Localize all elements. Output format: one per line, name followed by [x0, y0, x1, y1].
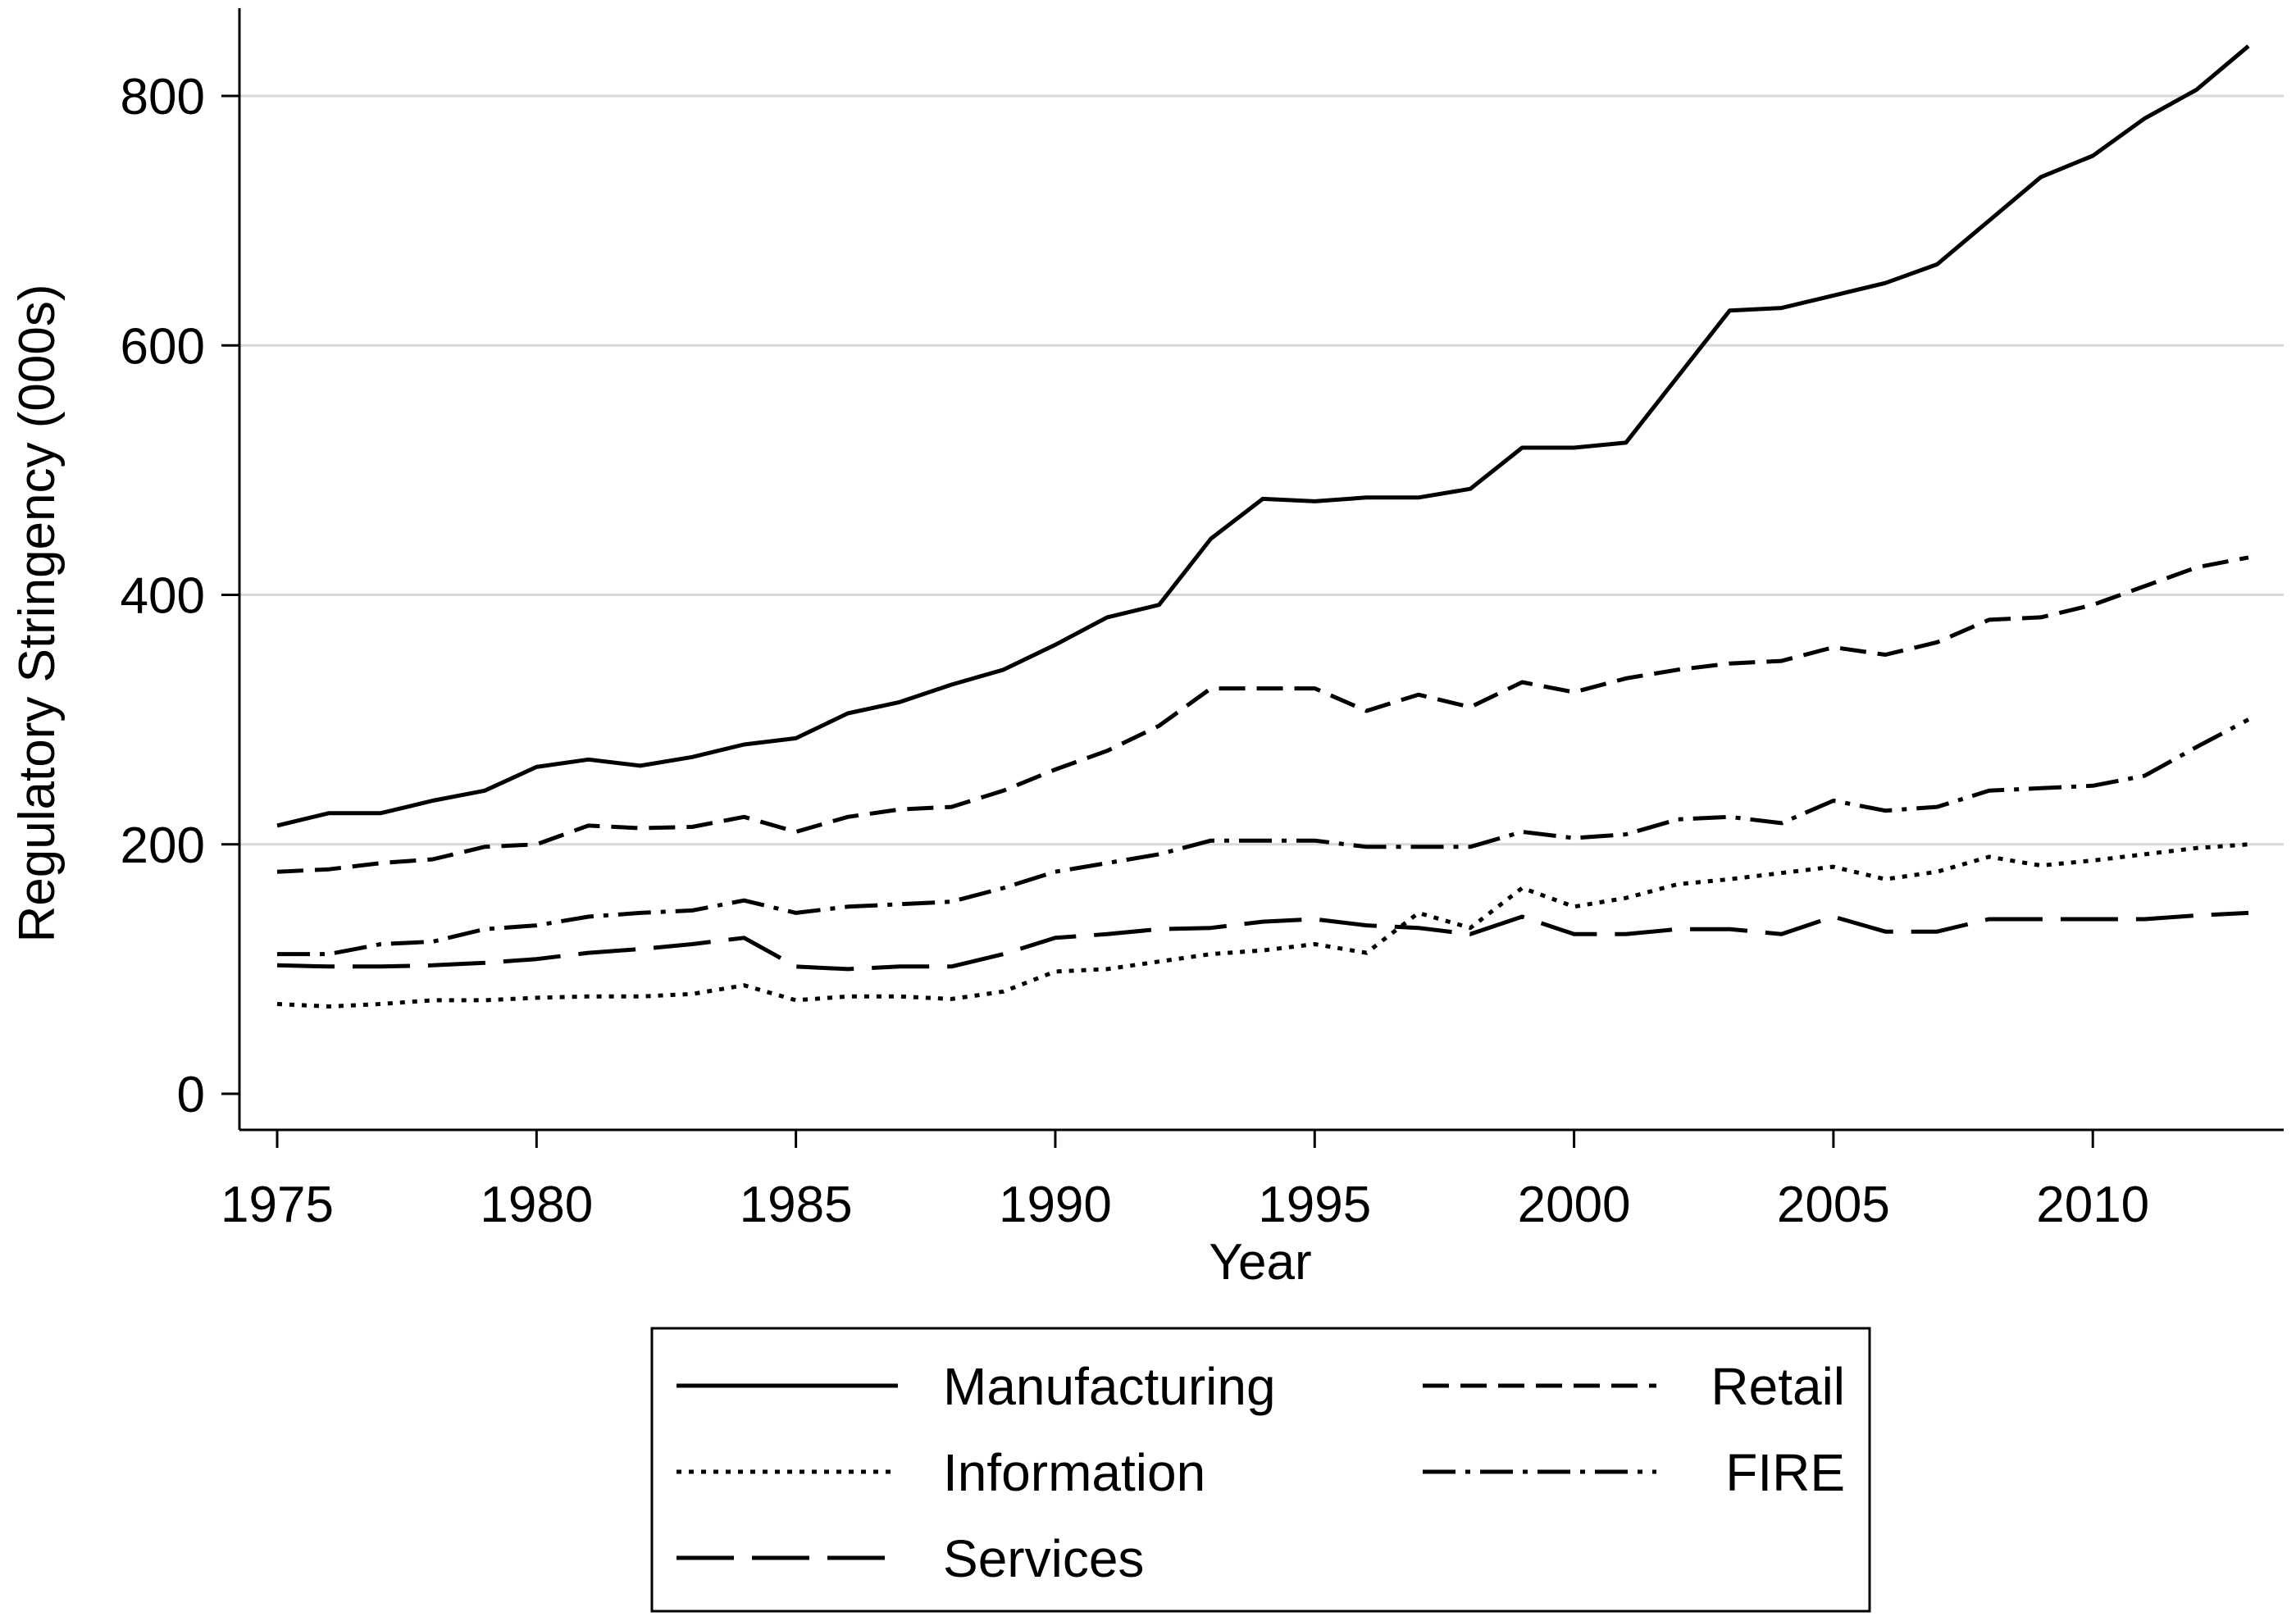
- series-line-retail: [276, 555, 2249, 874]
- legend: Manufacturing Retail Information FIRE Servic…: [650, 1327, 1871, 1613]
- y-axis-title: Regulatory Stringency (000s): [9, 285, 66, 943]
- x-tick-label: 1980: [480, 1177, 593, 1233]
- axes: [238, 8, 2284, 1132]
- x-tick-label: 2010: [2036, 1177, 2149, 1233]
- legend-label-retail: Retail: [1711, 1357, 1845, 1416]
- x-tick-label: 2005: [1777, 1177, 1890, 1233]
- y-tick-label: 400: [121, 568, 205, 625]
- legend-label-services: Services: [943, 1529, 1144, 1588]
- y-tick-label: 0: [177, 1067, 205, 1123]
- y-tick-label: 600: [121, 318, 205, 375]
- legend-box: [650, 1327, 1871, 1613]
- ticks: 0 200 400 600 800 1975 1980 1985 1990 1995 2000 200…: [121, 69, 2150, 1233]
- x-tick-label: 1995: [1258, 1177, 1371, 1233]
- x-tick-label: 1990: [999, 1177, 1112, 1233]
- series-line-information: [276, 842, 2249, 1009]
- grid-lines: [239, 94, 2284, 846]
- legend-label-information: Information: [943, 1443, 1205, 1502]
- series-lines: [276, 44, 2250, 1009]
- legend-label-manufacturing: Manufacturing: [943, 1357, 1276, 1416]
- x-tick-label: 2000: [1518, 1177, 1631, 1233]
- y-tick-label: 200: [121, 817, 205, 874]
- series-line-services: [276, 910, 2249, 972]
- x-axis-title: Year: [1209, 1234, 1311, 1291]
- legend-label-fire: FIRE: [1725, 1443, 1845, 1502]
- y-tick-label: 800: [121, 69, 205, 125]
- series-line-manufacturing: [276, 44, 2250, 828]
- x-tick-label: 1975: [221, 1177, 334, 1233]
- series-line-fire: [277, 717, 2250, 957]
- x-tick-label: 1985: [740, 1177, 853, 1233]
